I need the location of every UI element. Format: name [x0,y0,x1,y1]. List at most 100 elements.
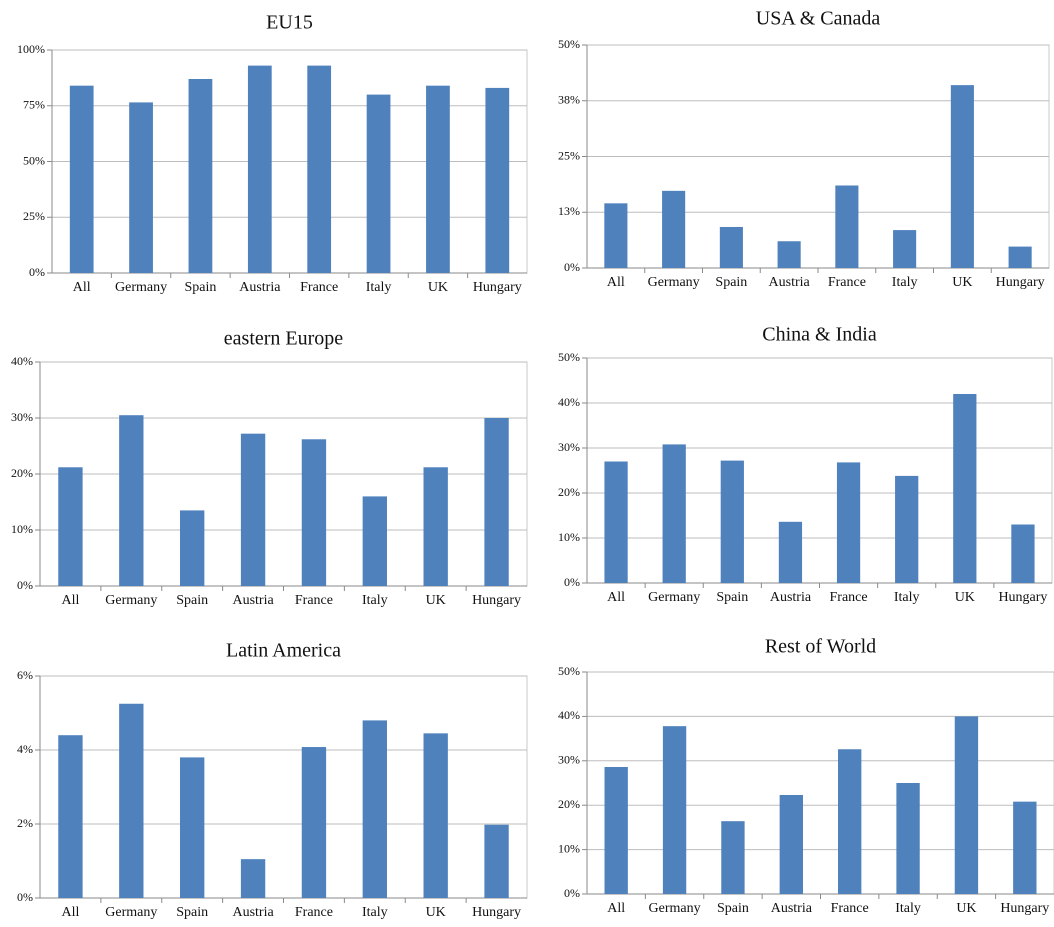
bar [893,230,917,268]
y-tick-label: 30% [11,410,33,424]
y-tick-label: 30% [558,440,580,454]
bar [836,462,861,583]
bar [240,859,266,898]
bar [778,521,803,583]
chart-panel: Rest of World 0% 10% 20% 30% 40% 50% All Germany… [558,636,1054,916]
y-tick-label: 25% [558,148,580,162]
y-tick-label: 30% [558,753,580,767]
y-tick-label: 50% [23,153,45,167]
y-tick-label: 20% [558,485,580,499]
x-tick-label: UK [955,590,975,605]
bar [1011,524,1035,583]
x-tick-label: Austria [771,901,813,916]
bar [69,85,94,274]
y-tick-label: 10% [558,841,580,855]
x-tick-label: Italy [895,901,921,916]
chart-title: China & India [762,324,877,346]
bar [307,65,332,273]
plot-frame [39,675,528,899]
x-tick-label: All [607,590,625,605]
x-tick-label: Germany [648,275,700,290]
x-tick-label: Germany [649,901,701,916]
x-tick-label: France [831,901,869,916]
y-tick-label: 2% [17,816,33,830]
x-tick-label: France [295,593,333,608]
y-tick-label: 6% [17,668,33,682]
bar [188,78,213,274]
y-tick-label: 0% [17,578,33,592]
chart-title: Rest of World [765,636,876,658]
bar [129,102,153,273]
x-tick-label: Hungary [996,275,1045,290]
y-tick-label: 0% [564,260,580,274]
bar [240,433,266,586]
y-tick-label: 75% [23,98,45,112]
y-tick-label: 38% [558,93,580,107]
y-tick-label: 13% [558,204,580,218]
x-tick-label: Spain [184,280,216,295]
bar [604,767,628,894]
x-tick-label: Italy [894,590,920,605]
x-tick-label: Germany [105,905,157,920]
x-tick-label: UK [426,593,446,608]
x-tick-label: Italy [362,905,388,920]
bar [119,703,144,898]
bar [180,510,205,586]
bar [58,735,83,898]
bar [719,226,743,268]
y-tick-label: 50% [558,350,580,364]
x-tick-label: UK [956,901,976,916]
chart-title: EU15 [266,12,313,34]
bar [662,190,686,268]
bar [720,460,744,583]
x-tick-label: Spain [176,905,208,920]
x-tick-label: UK [952,275,972,290]
bar [950,85,974,268]
bar [362,720,387,898]
y-tick-label: 40% [558,395,580,409]
bar [662,444,686,583]
x-tick-label: Austria [769,275,811,290]
x-tick-label: Austria [232,905,274,920]
plot-frame [586,671,1054,895]
bar [953,394,977,583]
bar [362,496,387,586]
chart-panel: China & India 0% 10% 20% 30% 40% 50% All Germany… [558,324,1053,605]
y-tick-label: 40% [558,708,580,722]
bar [301,439,327,586]
y-tick-label: 4% [17,742,33,756]
x-tick-label: France [300,280,338,295]
plot-frame [586,357,1053,584]
x-tick-label: Italy [362,593,388,608]
bar [895,475,919,583]
bar [247,65,272,273]
bar [1013,801,1037,894]
bar [180,757,205,898]
x-tick-label: Hungary [472,593,521,608]
x-tick-label: Hungary [1000,901,1049,916]
bar [604,203,628,268]
chart-title: Latin America [226,640,341,662]
bar [662,726,687,894]
bar [426,85,450,274]
bar [954,716,979,894]
y-tick-label: 20% [11,466,33,480]
y-tick-label: 40% [11,354,33,368]
x-tick-label: Austria [770,590,812,605]
x-tick-label: Spain [716,590,748,605]
x-tick-label: All [61,593,79,608]
y-tick-label: 50% [558,37,580,51]
y-tick-label: 50% [558,664,580,678]
bar [604,461,628,583]
x-tick-label: Spain [715,275,747,290]
bar [896,783,920,894]
bar [301,747,327,898]
x-tick-label: France [830,590,868,605]
x-tick-label: Italy [892,275,918,290]
x-tick-label: UK [428,280,448,295]
x-tick-label: Austria [239,280,281,295]
bar [838,749,862,894]
y-tick-label: 10% [558,530,580,544]
y-tick-label: 0% [29,265,45,279]
